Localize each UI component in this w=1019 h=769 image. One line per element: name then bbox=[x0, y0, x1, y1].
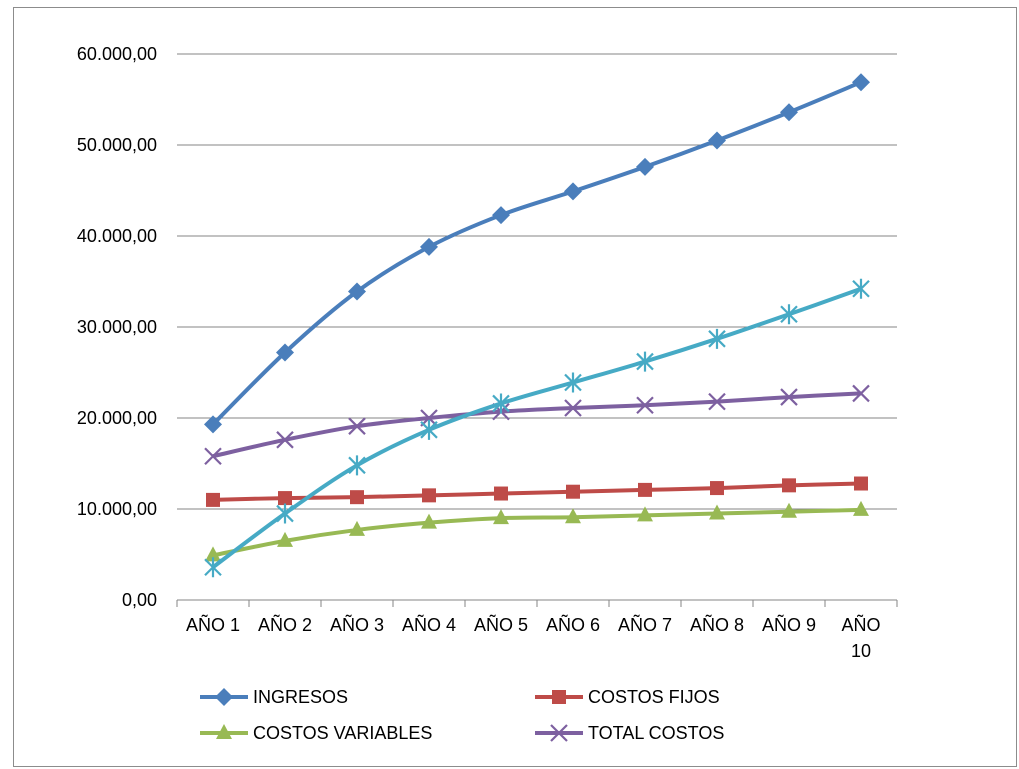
data-point bbox=[708, 131, 726, 150]
data-point bbox=[708, 392, 726, 411]
series-line bbox=[212, 391, 862, 459]
data-point bbox=[421, 513, 437, 529]
x-tick-label: AÑO bbox=[841, 614, 880, 635]
legend-marker bbox=[552, 690, 566, 704]
data-point bbox=[492, 393, 510, 414]
legend-item-total-costos: TOTAL COSTOS bbox=[535, 723, 724, 743]
legend-marker bbox=[216, 724, 232, 739]
data-point bbox=[853, 500, 869, 516]
legend-label: COSTOS FIJOS bbox=[588, 687, 720, 707]
data-point bbox=[492, 206, 510, 225]
data-point bbox=[349, 520, 365, 536]
data-point bbox=[636, 396, 654, 415]
y-tick-label: 50.000,00 bbox=[77, 135, 157, 155]
series-costos-variables bbox=[205, 500, 869, 562]
data-point bbox=[637, 506, 653, 522]
legend-item-costos-fijos: COSTOS FIJOS bbox=[535, 687, 720, 707]
legend-label: INGRESOS bbox=[253, 687, 348, 707]
x-axis: AÑO 1 AÑO 2 AÑO 3 AÑO 4 AÑO 5 AÑO 6 AÑO 7 AÑO 8… bbox=[176, 599, 898, 661]
data-point bbox=[564, 182, 582, 201]
data-point bbox=[205, 546, 221, 562]
legend: INGRESOS COSTOS FIJOS COSTOS VARIABLES TOTA… bbox=[200, 687, 724, 743]
y-tick-label: 30.000,00 bbox=[77, 317, 157, 337]
legend-item-ingresos: INGRESOS bbox=[200, 687, 348, 707]
data-point bbox=[709, 504, 725, 520]
y-tick-label: 20.000,00 bbox=[77, 408, 157, 428]
legend-item-costos-variables: COSTOS VARIABLES bbox=[200, 723, 432, 743]
data-point bbox=[277, 531, 293, 547]
data-point bbox=[276, 503, 294, 524]
y-tick-label: 10.000,00 bbox=[77, 499, 157, 519]
x-tick-label: AÑO 8 bbox=[690, 614, 744, 635]
data-point bbox=[780, 388, 798, 406]
data-point bbox=[564, 399, 582, 417]
chart-frame: 0,00 10.000,00 20.000,00 30.000,00 40.000,00… bbox=[13, 7, 1017, 767]
data-point bbox=[422, 488, 436, 503]
data-point bbox=[206, 492, 220, 507]
data-point bbox=[782, 478, 796, 493]
legend-label: TOTAL COSTOS bbox=[588, 723, 724, 743]
data-point bbox=[493, 509, 509, 525]
x-tick-label: AÑO 5 bbox=[474, 614, 528, 635]
series-line bbox=[211, 80, 862, 426]
series-line bbox=[211, 286, 862, 569]
data-point bbox=[204, 557, 222, 578]
y-tick-label: 60.000,00 bbox=[77, 44, 157, 64]
x-tick-label: AÑO 7 bbox=[618, 614, 672, 635]
data-point bbox=[350, 490, 364, 505]
series-line bbox=[212, 507, 862, 558]
series-series-5 bbox=[204, 278, 870, 578]
x-tick-label: AÑO 9 bbox=[762, 614, 816, 635]
series-costos-fijos bbox=[206, 476, 868, 507]
y-tick-label: 40.000,00 bbox=[77, 226, 157, 246]
data-point bbox=[348, 417, 366, 435]
data-point bbox=[565, 508, 581, 524]
data-point bbox=[420, 419, 438, 440]
data-point bbox=[278, 491, 292, 506]
series-ingresos bbox=[204, 73, 870, 434]
data-point bbox=[276, 343, 294, 362]
line-chart: 0,00 10.000,00 20.000,00 30.000,00 40.000,00… bbox=[77, 44, 898, 743]
data-point bbox=[348, 282, 366, 301]
data-point bbox=[494, 486, 508, 501]
x-tick-label: AÑO 4 bbox=[402, 614, 456, 635]
series-line bbox=[212, 481, 862, 502]
data-point bbox=[204, 447, 222, 465]
data-point bbox=[636, 351, 654, 372]
legend-marker bbox=[215, 688, 233, 706]
gridlines bbox=[177, 53, 897, 510]
data-point bbox=[564, 372, 582, 393]
data-point bbox=[420, 237, 438, 256]
data-point bbox=[638, 482, 652, 497]
series-group bbox=[204, 73, 870, 578]
data-point bbox=[348, 455, 366, 476]
data-point bbox=[781, 502, 797, 518]
legend-marker bbox=[550, 724, 568, 742]
data-point bbox=[852, 73, 870, 92]
legend-label: COSTOS VARIABLES bbox=[253, 723, 432, 743]
data-point bbox=[852, 278, 870, 299]
y-axis: 0,00 10.000,00 20.000,00 30.000,00 40.000,00… bbox=[77, 44, 157, 610]
data-point bbox=[852, 384, 870, 403]
data-point bbox=[710, 481, 724, 496]
data-point bbox=[780, 304, 798, 325]
data-point bbox=[204, 415, 222, 434]
y-tick-label: 0,00 bbox=[122, 590, 157, 610]
data-point bbox=[566, 484, 580, 499]
series-total-costos bbox=[204, 384, 870, 465]
data-point bbox=[780, 103, 798, 122]
data-point bbox=[636, 157, 654, 176]
x-tick-label: AÑO 1 bbox=[186, 614, 240, 635]
data-point bbox=[276, 431, 294, 449]
x-tick-label: AÑO 2 bbox=[258, 614, 312, 635]
data-point bbox=[708, 328, 726, 349]
x-tick-label: 10 bbox=[851, 641, 871, 661]
data-point bbox=[854, 476, 868, 491]
x-tick-label: AÑO 3 bbox=[330, 614, 384, 635]
x-tick-label: AÑO 6 bbox=[546, 614, 600, 635]
